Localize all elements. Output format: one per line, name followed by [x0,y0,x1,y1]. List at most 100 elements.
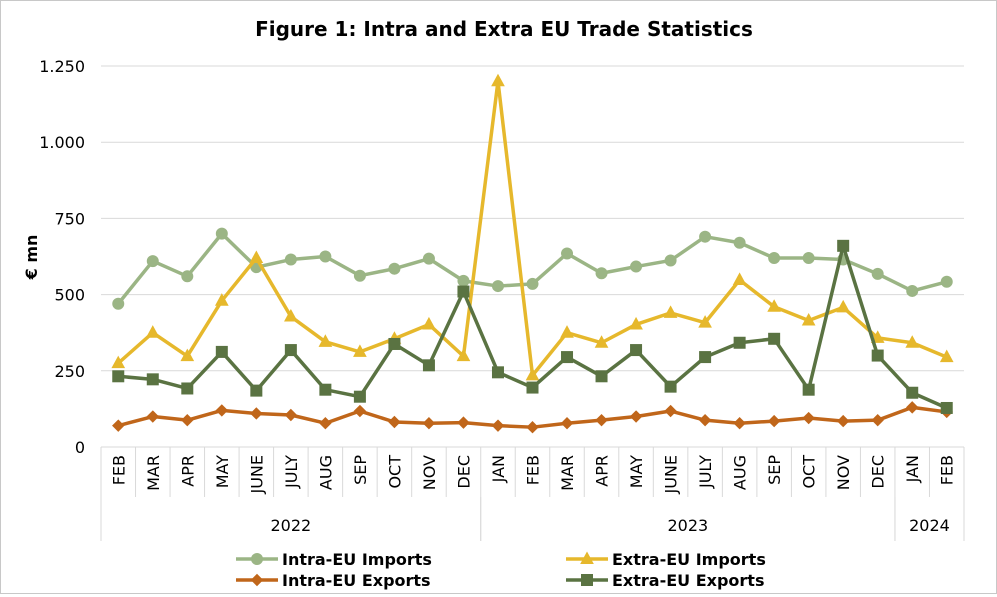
data-point [491,419,505,432]
data-point [629,410,643,423]
x-tick-label: DEC [454,455,473,489]
x-tick-label: MAR [144,455,163,491]
data-point [250,384,263,397]
data-point [250,407,263,420]
x-tick-label: JULY [696,455,715,489]
data-point [629,316,643,330]
data-point [146,255,159,268]
legend: Intra-EU Imports Extra-EU Imports Intra-EU… [236,550,766,590]
data-point [836,414,850,428]
y-tick-label: 750 [54,209,85,228]
data-point [561,351,574,364]
data-point [698,315,712,328]
x-tick-label: JUNE [247,455,266,495]
x-tick-label: JAN [489,455,508,483]
x-tick-label: SEP [351,455,370,485]
data-point [318,334,333,347]
data-point [699,351,712,364]
data-point [663,305,678,318]
series-extra-eu-imports [111,73,954,381]
x-tick-label: APR [178,455,197,487]
year-label: 2024 [909,516,950,535]
data-point [145,325,160,338]
data-point [284,253,297,266]
data-point [733,336,746,349]
series-intra-eu-imports [112,227,953,310]
data-point [112,297,125,310]
x-tick-label: OCT [800,455,819,489]
data-point [215,345,228,358]
data-point [595,413,608,427]
x-tick-label: MAY [627,455,646,489]
x-tick-label: FEB [109,455,128,485]
legend-entry: Intra-EU Exports [236,571,431,590]
legend-entry: Extra-EU Imports [566,550,766,569]
legend-marker [250,573,264,587]
x-tick-label: OCT [385,455,404,489]
data-point [871,267,884,280]
data-point [802,383,815,396]
data-point [491,73,505,87]
data-point [560,325,574,338]
data-point [284,344,297,357]
data-point [214,293,229,306]
data-point [630,260,643,273]
data-point [699,230,712,243]
series-line [116,231,948,305]
data-point [767,414,781,428]
year-label: 2023 [667,516,708,535]
axis-layer: 0 250 500 750 1.000 1.250 FEB MAR APR MAY JUNE JULY… [39,57,965,541]
series-intra-eu-exports [112,401,953,434]
x-tick-label: JULY [282,455,301,489]
data-point [181,413,194,427]
data-point [146,373,159,386]
y-tick-label: 250 [54,362,85,381]
data-point [353,404,367,418]
x-tick-label: AUG [316,455,335,490]
data-point [940,275,953,288]
x-tick-label: MAR [558,455,577,491]
y-axis-label: € mn [22,235,41,281]
data-point [215,227,228,240]
x-tick-label: JUNE [662,455,681,495]
data-point [526,420,539,434]
data-point [732,272,747,285]
data-point [870,330,885,343]
data-point [801,312,816,326]
data-point [802,252,815,265]
data-point [457,274,470,287]
y-tick-label: 1.250 [39,57,85,76]
data-point [595,267,608,280]
data-point [112,370,125,383]
legend-marker [581,574,593,586]
year-label: 2022 [271,516,312,535]
data-point [837,239,850,252]
legend-label: Intra-EU Imports [282,550,432,569]
data-point [111,355,126,369]
data-point [181,270,194,283]
data-point [284,408,298,422]
series-layer [111,73,954,434]
legend-entry: Extra-EU Exports [566,571,764,590]
data-point [940,401,953,414]
data-point [422,417,436,430]
data-point [112,419,125,432]
data-point [905,335,920,348]
y-tick-label: 500 [54,286,85,305]
x-tick-label: NOV [834,455,853,490]
data-point [422,252,435,265]
data-point [698,413,712,427]
data-point [594,335,609,348]
data-point [353,269,366,282]
data-point [906,284,919,297]
data-point [802,411,815,425]
data-point [388,262,401,275]
x-tick-label: DEC [869,455,888,489]
data-point [630,344,643,357]
data-point [767,299,781,312]
data-point [181,382,194,395]
data-point [319,250,332,263]
series-extra-eu-exports [112,239,953,414]
